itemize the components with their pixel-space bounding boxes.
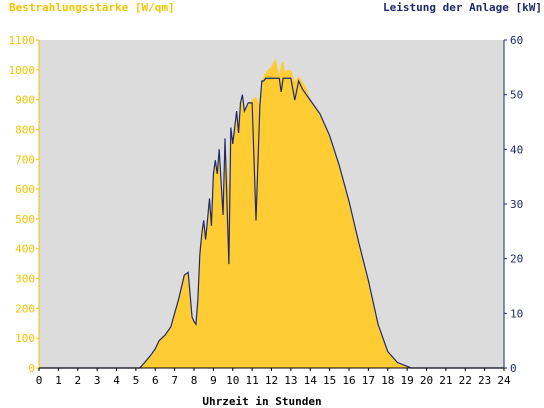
x-tick-label: 7 [171,374,178,387]
left-tick-label: 1000 [9,64,36,77]
x-tick-label: 16 [342,374,355,387]
left-tick-label: 100 [15,332,35,345]
left-tick-label: 900 [15,94,35,107]
x-tick-label: 14 [304,374,318,387]
x-axis-title: Uhrzeit in Stunden [202,395,322,408]
x-tick-label: 17 [362,374,375,387]
x-tick-label: 19 [401,374,414,387]
x-tick-label: 10 [226,374,239,387]
right-tick-label: 30 [510,198,523,211]
left-axis-title: Bestrahlungsstärke [W/qm] [9,1,175,14]
x-tick-label: 5 [133,374,140,387]
left-tick-label: 700 [15,153,35,166]
right-tick-label: 10 [510,307,523,320]
x-tick-label: 9 [210,374,217,387]
right-tick-label: 50 [510,89,523,102]
x-tick-label: 6 [152,374,159,387]
right-tick-label: 60 [510,34,523,47]
left-tick-label: 600 [15,183,35,196]
left-tick-label: 500 [15,213,35,226]
x-tick-label: 15 [323,374,336,387]
x-tick-label: 0 [36,374,43,387]
x-tick-label: 11 [246,374,259,387]
left-tick-label: 400 [15,243,35,256]
x-tick-label: 2 [74,374,81,387]
x-tick-label: 22 [459,374,472,387]
x-tick-label: 4 [113,374,120,387]
x-tick-label: 24 [497,374,511,387]
x-tick-label: 23 [478,374,491,387]
left-tick-label: 0 [28,362,35,375]
x-tick-label: 12 [265,374,278,387]
right-tick-label: 0 [510,362,517,375]
left-tick-label: 1100 [9,34,36,47]
x-tick-label: 13 [284,374,297,387]
right-tick-label: 40 [510,143,523,156]
left-tick-label: 200 [15,302,35,315]
x-tick-label: 18 [381,374,394,387]
x-tick-label: 8 [191,374,198,387]
x-tick-label: 21 [439,374,452,387]
x-tick-label: 20 [420,374,433,387]
x-tick-label: 3 [94,374,101,387]
x-tick-label: 1 [55,374,62,387]
irradiance-area [39,57,504,368]
right-axis-title: Leistung der Anlage [kW] [383,1,542,14]
power-line [39,77,504,369]
left-tick-label: 800 [15,123,35,136]
left-tick-label: 300 [15,273,35,286]
right-tick-label: 20 [510,253,523,266]
